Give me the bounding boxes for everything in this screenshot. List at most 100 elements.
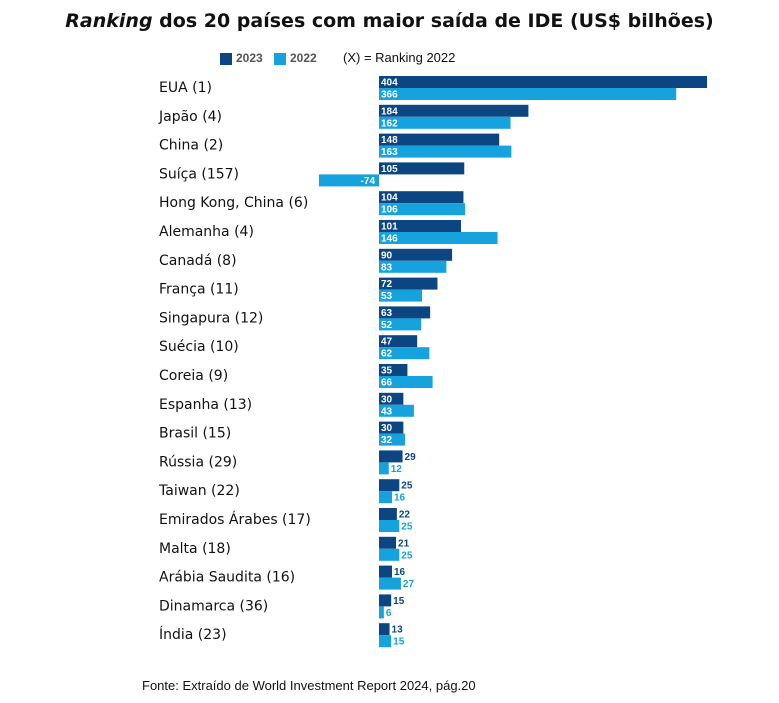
chart-title: Ranking dos 20 países com maior saída de… (0, 10, 779, 32)
series-2022-label-19: 15 (393, 637, 405, 648)
series-2023-label-16: 21 (398, 538, 410, 549)
series-2023-label-6: 90 (381, 250, 393, 261)
category-label-8: Singapura (12) (159, 310, 263, 326)
series-2022-label-0: 366 (381, 90, 398, 101)
series-2023-bar-0 (379, 76, 708, 88)
series-2023-label-5: 101 (381, 222, 398, 233)
series-2023-label-2: 148 (381, 135, 398, 146)
category-label-16: Malta (18) (159, 541, 231, 557)
series-2022-label-4: 106 (381, 205, 398, 216)
series-2022-bar-6 (379, 260, 447, 273)
category-label-17: Arábia Saudita (16) (159, 570, 295, 586)
series-2022-label-5: 146 (381, 234, 398, 245)
series-2023-bar-10 (379, 364, 408, 376)
series-2023-bar-18 (379, 594, 392, 607)
series-2022-label-7: 53 (381, 291, 393, 302)
category-label-9: Suécia (10) (159, 339, 239, 355)
series-2023-bar-16 (379, 536, 397, 549)
series-2023-bar-7 (379, 277, 438, 290)
series-2022-bar-1 (379, 116, 511, 129)
series-2022-bar-15 (379, 520, 400, 532)
series-2023-bar-8 (379, 306, 431, 319)
series-2023-bar-13 (379, 450, 403, 463)
series-2023-bar-11 (379, 392, 404, 405)
series-2023-bar-3 (379, 162, 465, 175)
series-2022-bar-0 (379, 88, 677, 100)
category-label-14: Taiwan (22) (158, 483, 240, 499)
series-2022-label-10: 66 (381, 378, 393, 389)
category-label-1: Japão (4) (158, 109, 222, 125)
legend-swatch-2022 (274, 53, 286, 65)
series-2023-label-4: 104 (381, 193, 398, 204)
series-2022-bar-12 (379, 433, 405, 446)
category-label-19: Índia (23) (159, 626, 227, 643)
series-2023-bar-14 (379, 479, 400, 492)
series-2023-bar-5 (379, 220, 462, 232)
series-2023-label-7: 72 (381, 279, 393, 290)
series-2023-label-12: 30 (381, 423, 393, 434)
series-2022-bar-9 (379, 347, 430, 360)
series-2023-bar-17 (379, 565, 392, 578)
legend-swatch-2023 (220, 53, 232, 65)
category-label-3: Suíça (157) (159, 166, 239, 182)
category-label-5: Alemanha (4) (159, 224, 254, 240)
series-2023-label-9: 47 (381, 337, 393, 348)
category-label-7: França (11) (159, 282, 239, 298)
series-2023-label-19: 13 (392, 625, 404, 636)
category-label-10: Coreia (9) (159, 368, 228, 384)
series-2022-label-17: 27 (403, 579, 415, 590)
series-2022-bar-8 (379, 318, 422, 331)
category-label-2: China (2) (159, 138, 223, 154)
series-2023-label-8: 63 (381, 308, 393, 319)
series-2022-bar-14 (379, 491, 392, 504)
series-2022-bar-7 (379, 289, 423, 302)
series-2022-label-14: 16 (394, 493, 406, 504)
series-2023-bar-9 (379, 335, 418, 348)
series-2022-bar-5 (379, 232, 498, 244)
series-2023-label-10: 35 (381, 366, 393, 377)
series-2023-label-1: 184 (381, 106, 398, 117)
chart-title-rest: dos 20 países com maior saída de IDE (US… (152, 10, 714, 32)
series-2022-label-9: 62 (381, 349, 393, 360)
series-2022-label-8: 52 (381, 320, 393, 331)
series-2023-label-17: 16 (394, 567, 406, 578)
series-2022-label-18: 6 (386, 608, 392, 619)
series-2022-bar-10 (379, 376, 433, 388)
series-2023-bar-4 (379, 191, 464, 204)
legend-note: (X) = Ranking 2022 (343, 50, 456, 65)
series-2023-bar-6 (379, 248, 453, 261)
series-2023-bar-19 (379, 623, 390, 636)
series-2023-bar-15 (379, 508, 397, 520)
series-2022-bar-13 (379, 462, 389, 475)
series-2023-label-3: 105 (381, 164, 398, 175)
series-2022-bar-16 (379, 548, 400, 561)
series-2022-bar-18 (379, 606, 384, 619)
series-2022-label-16: 25 (401, 550, 413, 561)
series-2022-label-12: 32 (381, 435, 393, 446)
category-label-11: Espanha (13) (159, 397, 252, 413)
series-2023-bar-1 (379, 104, 529, 117)
legend-label-2023: 2023 (236, 51, 263, 65)
series-2022-label-1: 162 (381, 118, 398, 129)
series-2022-label-3: -74 (361, 176, 376, 187)
category-label-13: Rússia (29) (159, 454, 237, 470)
category-label-4: Hong Kong, China (6) (159, 195, 308, 211)
series-2023-label-11: 30 (381, 394, 393, 405)
series-2023-label-15: 22 (399, 510, 411, 521)
series-2023-bar-12 (379, 421, 404, 434)
series-2023-label-13: 29 (405, 452, 417, 463)
series-2022-bar-19 (379, 635, 392, 648)
series-2022-bar-17 (379, 577, 401, 590)
series-2022-bar-11 (379, 404, 414, 417)
series-2022-bar-4 (379, 203, 466, 216)
source-note: Fonte: Extraído de World Investment Repo… (142, 678, 476, 693)
series-2022-label-6: 83 (381, 262, 393, 273)
category-label-15: Emirados Árabes (17) (159, 511, 311, 528)
series-2023-label-0: 404 (381, 78, 398, 89)
series-2023-label-18: 15 (393, 596, 405, 607)
series-2022-bar-2 (379, 145, 512, 158)
series-2023-bar-2 (379, 133, 500, 146)
category-label-6: Canadá (8) (159, 253, 237, 269)
series-2022-label-11: 43 (381, 406, 393, 417)
